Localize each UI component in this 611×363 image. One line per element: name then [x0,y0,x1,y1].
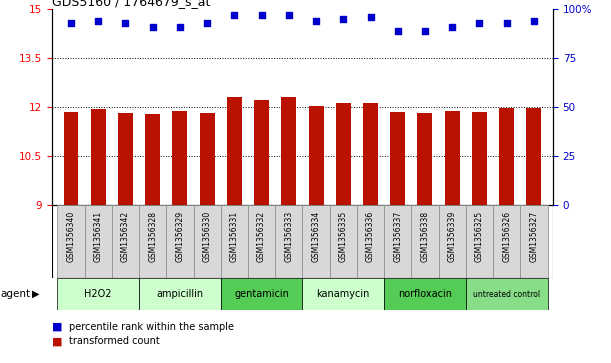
Bar [302,205,330,278]
Bar [57,205,84,278]
Text: kanamycin: kanamycin [316,289,370,299]
Text: GDS5160 / 1764679_s_at: GDS5160 / 1764679_s_at [52,0,210,8]
Text: GSM1356335: GSM1356335 [338,211,348,262]
Point [257,12,266,18]
Text: GSM1356330: GSM1356330 [203,211,211,262]
Bar [200,113,214,205]
Bar [493,205,521,278]
Bar [84,205,112,278]
Bar [166,205,194,278]
Text: H2O2: H2O2 [84,289,112,299]
Text: GSM1356332: GSM1356332 [257,211,266,262]
Point [202,20,212,26]
Bar [112,205,139,278]
Text: GSM1356337: GSM1356337 [393,211,402,262]
Point [420,28,430,33]
Bar [445,111,459,205]
Bar [227,97,242,205]
Text: transformed count: transformed count [69,336,160,346]
Bar [439,205,466,278]
Bar [521,205,547,278]
Text: GSM1356333: GSM1356333 [284,211,293,262]
Text: ■: ■ [52,322,62,332]
Point [502,20,511,26]
Point [175,24,185,30]
Point [529,18,539,24]
Bar [221,278,302,310]
Bar [466,205,493,278]
Bar [254,100,269,205]
Text: GSM1356334: GSM1356334 [312,211,321,262]
Point [93,18,103,24]
Bar [145,114,160,205]
Text: ▶: ▶ [32,289,39,299]
Text: GSM1356331: GSM1356331 [230,211,239,262]
Bar [281,97,296,205]
Bar [91,109,106,205]
Point [120,20,130,26]
Text: GSM1356329: GSM1356329 [175,211,185,262]
Text: GSM1356327: GSM1356327 [529,211,538,262]
Bar [302,278,384,310]
Bar [139,205,166,278]
Bar [139,278,221,310]
Bar [390,112,405,205]
Text: GSM1356338: GSM1356338 [420,211,430,262]
Bar [194,205,221,278]
Text: ■: ■ [52,336,62,346]
Bar [57,278,139,310]
Point [338,16,348,22]
Point [148,24,158,30]
Bar [275,205,302,278]
Point [365,14,375,20]
Text: GSM1356340: GSM1356340 [67,211,76,262]
Bar [384,278,466,310]
Point [66,20,76,26]
Point [284,12,294,18]
Text: percentile rank within the sample: percentile rank within the sample [69,322,234,332]
Text: GSM1356328: GSM1356328 [148,211,157,262]
Bar [118,113,133,205]
Bar [472,112,487,205]
Point [393,28,403,33]
Bar [221,205,248,278]
Bar [466,278,547,310]
Bar [417,113,433,205]
Text: agent: agent [1,289,31,299]
Bar [336,103,351,205]
Text: GSM1356342: GSM1356342 [121,211,130,262]
Text: norfloxacin: norfloxacin [398,289,452,299]
Text: ampicillin: ampicillin [156,289,203,299]
Bar [499,108,514,205]
Bar [64,112,78,205]
Point [447,24,457,30]
Text: untreated control: untreated control [473,290,540,298]
Bar [411,205,439,278]
Bar [384,205,411,278]
Bar [363,103,378,205]
Text: GSM1356339: GSM1356339 [448,211,456,262]
Text: GSM1356341: GSM1356341 [93,211,103,262]
Text: gentamicin: gentamicin [234,289,289,299]
Bar [330,205,357,278]
Point [475,20,485,26]
Bar [172,111,188,205]
Bar [309,106,324,205]
Point [311,18,321,24]
Text: GSM1356336: GSM1356336 [366,211,375,262]
Bar [357,205,384,278]
Text: GSM1356326: GSM1356326 [502,211,511,262]
Text: GSM1356325: GSM1356325 [475,211,484,262]
Bar [248,205,275,278]
Point [230,12,240,18]
Bar [527,108,541,205]
